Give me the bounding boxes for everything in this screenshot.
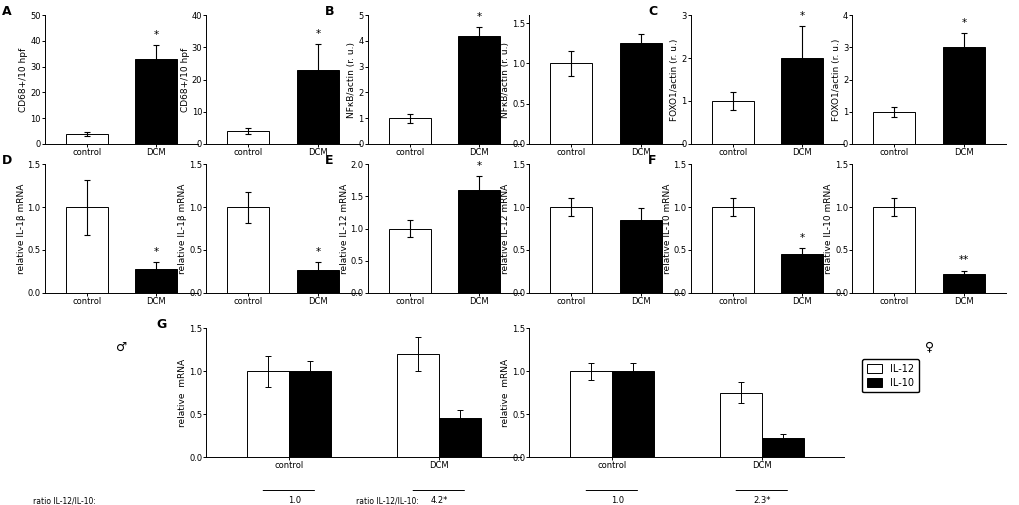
Bar [611,371,653,457]
Y-axis label: relative  mRNA: relative mRNA [500,359,510,427]
Bar [711,101,753,144]
Text: ♂: ♂ [438,191,449,205]
Text: *: * [315,29,320,39]
Text: *: * [476,161,482,171]
Bar [781,58,822,144]
Bar [943,274,984,293]
Bar [396,354,438,457]
Text: 1.0: 1.0 [610,496,624,505]
Y-axis label: CD68+/10 hpf: CD68+/10 hpf [19,47,28,112]
Y-axis label: FOXO1/actin (r. u.): FOXO1/actin (r. u.) [669,38,679,121]
Bar [781,255,822,293]
Bar [297,70,338,144]
Text: ♂: ♂ [761,191,772,205]
Y-axis label: relative IL-10 mRNA: relative IL-10 mRNA [823,183,833,274]
Y-axis label: CD68+/10 hpf: CD68+/10 hpf [180,47,190,112]
Text: E: E [325,154,333,167]
Bar [711,207,753,293]
Bar [943,47,984,144]
Y-axis label: FOXO1/actin (r. u.): FOXO1/actin (r. u.) [830,38,840,121]
Text: ♀: ♀ [278,191,287,205]
Bar [65,207,107,293]
Bar [872,112,914,144]
Y-axis label: relative IL-1β mRNA: relative IL-1β mRNA [16,183,25,274]
Text: *: * [476,12,482,22]
Text: ♀: ♀ [923,340,932,353]
Text: 4.2*: 4.2* [430,496,447,505]
Text: ♂: ♂ [438,340,449,353]
Text: F: F [647,154,656,167]
Y-axis label: relative IL-12 mRNA: relative IL-12 mRNA [500,183,510,274]
Bar [288,371,330,457]
Text: G: G [156,318,166,331]
Text: ♂: ♂ [761,340,772,353]
Text: C: C [647,5,656,18]
Y-axis label: relative IL-1β mRNA: relative IL-1β mRNA [178,183,186,274]
Text: D: D [2,154,12,167]
Bar [136,59,177,144]
Text: ♀: ♀ [923,191,932,205]
Text: *: * [154,30,159,39]
Bar [761,438,803,457]
Text: *: * [960,18,966,28]
Bar [65,134,107,144]
Text: ♂: ♂ [116,191,127,205]
Bar [136,269,177,293]
Text: A: A [2,5,11,18]
Text: *: * [799,11,804,21]
Bar [570,371,611,457]
Text: 1.0: 1.0 [287,496,301,505]
Legend: IL-12, IL-10: IL-12, IL-10 [861,359,918,392]
Bar [620,220,661,293]
Bar [550,207,591,293]
Bar [719,393,761,457]
Bar [872,207,914,293]
Text: ratio IL-12/IL-10:: ratio IL-12/IL-10: [34,496,96,505]
Text: **: ** [958,256,968,266]
Bar [247,371,288,457]
Text: ♀: ♀ [278,340,287,353]
Y-axis label: NFκB/actin (r. u.): NFκB/actin (r. u.) [346,41,356,118]
Y-axis label: relative  mRNA: relative mRNA [178,359,186,427]
Text: *: * [154,247,159,257]
Text: *: * [799,233,804,243]
Text: 2.3*: 2.3* [753,496,770,505]
Bar [227,131,269,144]
Y-axis label: relative IL-10 mRNA: relative IL-10 mRNA [662,183,671,274]
Bar [458,36,499,144]
Text: ♂: ♂ [116,340,127,353]
Bar [388,229,430,293]
Bar [388,118,430,144]
Bar [458,190,499,293]
Text: ratio IL-12/IL-10:: ratio IL-12/IL-10: [356,496,419,505]
Text: *: * [315,247,320,257]
Text: ♀: ♀ [601,340,610,353]
Bar [550,64,591,144]
Y-axis label: relative IL-12 mRNA: relative IL-12 mRNA [339,183,348,274]
Y-axis label: NFκB/actin (r. u.): NFκB/actin (r. u.) [500,41,510,118]
Text: ♀: ♀ [601,191,610,205]
Bar [227,207,269,293]
Text: B: B [325,5,334,18]
Bar [438,418,480,457]
Bar [297,270,338,293]
Bar [620,43,661,144]
